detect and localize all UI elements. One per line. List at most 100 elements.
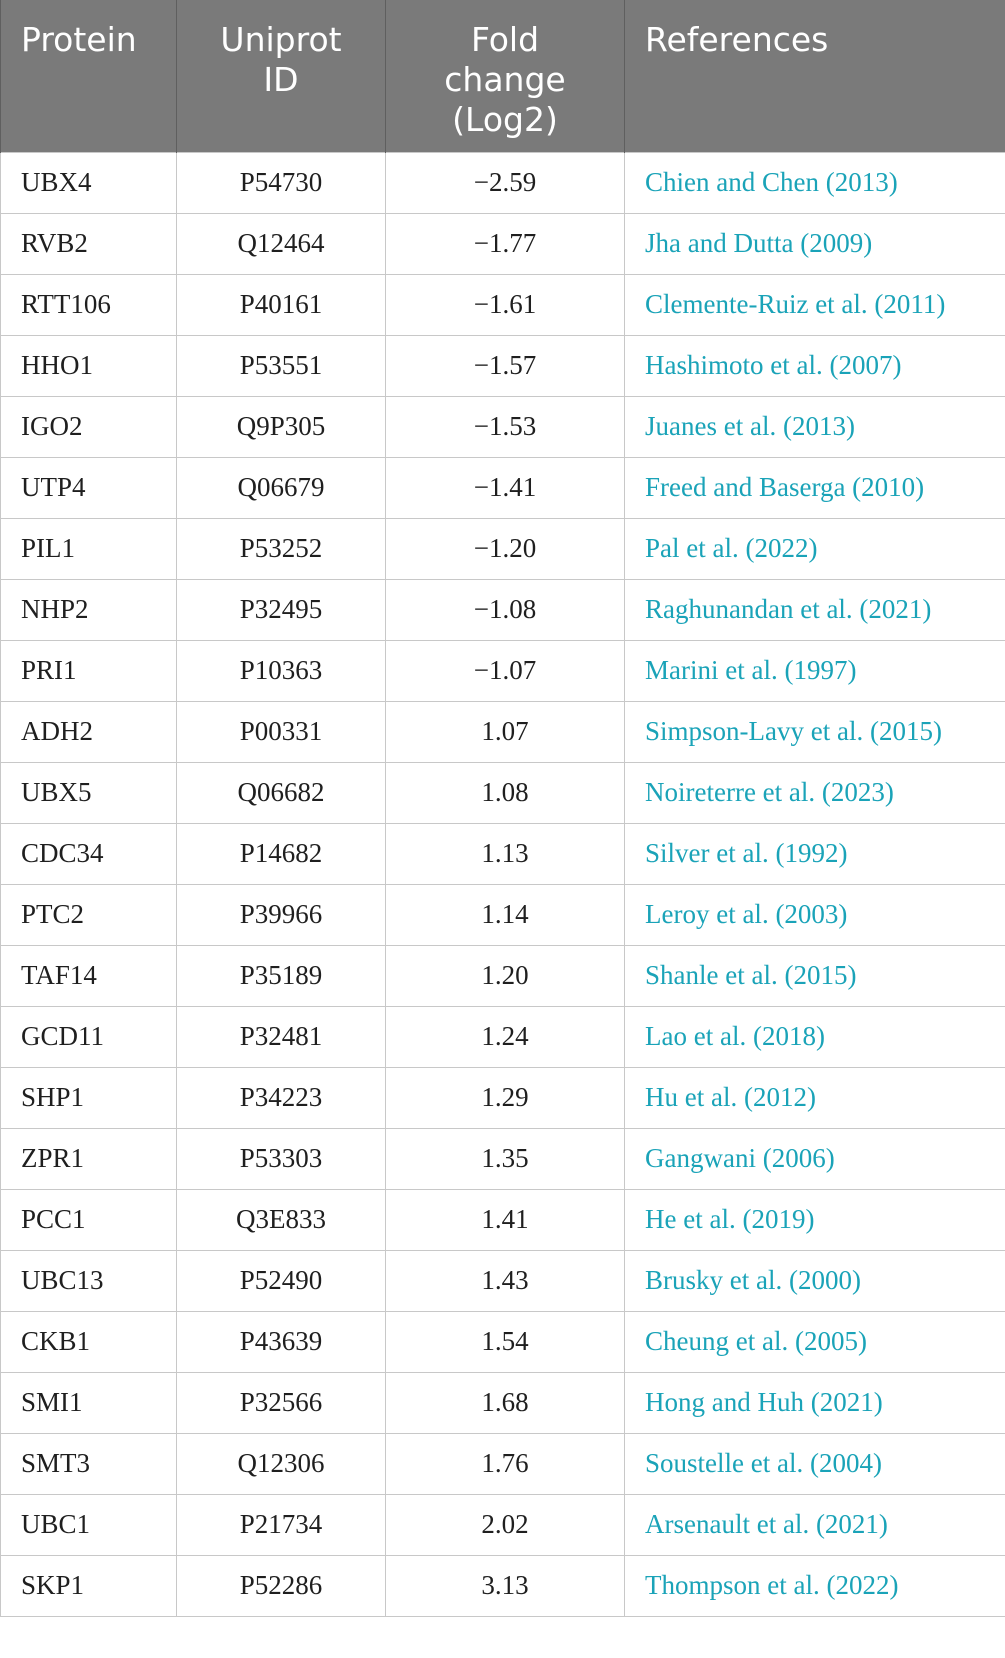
- cell-protein: PRI1: [0, 639, 177, 702]
- cell-reference-link[interactable]: Simpson-Lavy et al. (2015): [624, 700, 1005, 763]
- table-row: ZPR1 P53303 1.35 Gangwani (2006): [0, 1127, 1005, 1190]
- cell-uniprot-id: P00331: [176, 700, 386, 763]
- cell-reference-link[interactable]: Hu et al. (2012): [624, 1066, 1005, 1129]
- cell-protein: SKP1: [0, 1554, 177, 1617]
- cell-uniprot-id: P21734: [176, 1493, 386, 1556]
- table-body: UBX4 P54730 −2.59 Chien and Chen (2013) RVB2…: [0, 151, 1005, 1617]
- table-row: CDC34 P14682 1.13 Silver et al. (1992): [0, 822, 1005, 885]
- header-uniprot-line2: ID: [263, 60, 299, 99]
- cell-reference-link[interactable]: Shanle et al. (2015): [624, 944, 1005, 1007]
- cell-protein: RVB2: [0, 212, 177, 275]
- cell-fold-change: 1.68: [385, 1371, 625, 1434]
- cell-protein: PIL1: [0, 517, 177, 580]
- cell-fold-change: 3.13: [385, 1554, 625, 1617]
- cell-uniprot-id: Q3E833: [176, 1188, 386, 1251]
- cell-protein: ADH2: [0, 700, 177, 763]
- cell-reference-link[interactable]: Jha and Dutta (2009): [624, 212, 1005, 275]
- cell-reference-link[interactable]: Leroy et al. (2003): [624, 883, 1005, 946]
- cell-uniprot-id: P39966: [176, 883, 386, 946]
- cell-protein: UBX5: [0, 761, 177, 824]
- cell-fold-change: 2.02: [385, 1493, 625, 1556]
- cell-reference-link[interactable]: Silver et al. (1992): [624, 822, 1005, 885]
- table-row: UTP4 Q06679 −1.41 Freed and Baserga (2010): [0, 456, 1005, 519]
- cell-reference-link[interactable]: Noireterre et al. (2023): [624, 761, 1005, 824]
- table-header: Protein Uniprot ID Fold change (Log2) Re…: [0, 0, 1005, 152]
- cell-reference-link[interactable]: Marini et al. (1997): [624, 639, 1005, 702]
- cell-reference-link[interactable]: Freed and Baserga (2010): [624, 456, 1005, 519]
- cell-protein: RTT106: [0, 273, 177, 336]
- table-row: TAF14 P35189 1.20 Shanle et al. (2015): [0, 944, 1005, 1007]
- table-row: CKB1 P43639 1.54 Cheung et al. (2005): [0, 1310, 1005, 1373]
- cell-uniprot-id: P32481: [176, 1005, 386, 1068]
- cell-reference-link[interactable]: Hong and Huh (2021): [624, 1371, 1005, 1434]
- cell-fold-change: −1.41: [385, 456, 625, 519]
- cell-reference-link[interactable]: Gangwani (2006): [624, 1127, 1005, 1190]
- cell-reference-link[interactable]: Chien and Chen (2013): [624, 151, 1005, 214]
- header-protein-label: Protein: [21, 20, 137, 59]
- cell-uniprot-id: Q12306: [176, 1432, 386, 1495]
- cell-uniprot-id: P43639: [176, 1310, 386, 1373]
- cell-fold-change: −1.08: [385, 578, 625, 641]
- cell-uniprot-id: P54730: [176, 151, 386, 214]
- cell-protein: UBC1: [0, 1493, 177, 1556]
- table-row: SHP1 P34223 1.29 Hu et al. (2012): [0, 1066, 1005, 1129]
- header-row: Protein Uniprot ID Fold change (Log2) Re…: [0, 0, 1005, 152]
- cell-fold-change: 1.54: [385, 1310, 625, 1373]
- cell-uniprot-id: Q9P305: [176, 395, 386, 458]
- table-row: ADH2 P00331 1.07 Simpson-Lavy et al. (2015): [0, 700, 1005, 763]
- table-row: RTT106 P40161 −1.61 Clemente-Ruiz et al. (2…: [0, 273, 1005, 336]
- cell-reference-link[interactable]: Cheung et al. (2005): [624, 1310, 1005, 1373]
- cell-protein: SMT3: [0, 1432, 177, 1495]
- table-row: PTC2 P39966 1.14 Leroy et al. (2003): [0, 883, 1005, 946]
- cell-uniprot-id: Q12464: [176, 212, 386, 275]
- cell-reference-link[interactable]: Hashimoto et al. (2007): [624, 334, 1005, 397]
- cell-fold-change: −1.61: [385, 273, 625, 336]
- cell-reference-link[interactable]: Brusky et al. (2000): [624, 1249, 1005, 1312]
- cell-uniprot-id: P14682: [176, 822, 386, 885]
- cell-uniprot-id: P52490: [176, 1249, 386, 1312]
- header-uniprot-line1: Uniprot: [220, 20, 342, 59]
- cell-protein: SMI1: [0, 1371, 177, 1434]
- cell-protein: HHO1: [0, 334, 177, 397]
- table-row: PIL1 P53252 −1.20 Pal et al. (2022): [0, 517, 1005, 580]
- cell-uniprot-id: P40161: [176, 273, 386, 336]
- table-row: NHP2 P32495 −1.08 Raghunandan et al. (2021): [0, 578, 1005, 641]
- table-row: UBX5 Q06682 1.08 Noireterre et al. (2023): [0, 761, 1005, 824]
- cell-reference-link[interactable]: He et al. (2019): [624, 1188, 1005, 1251]
- cell-uniprot-id: P10363: [176, 639, 386, 702]
- cell-reference-link[interactable]: Pal et al. (2022): [624, 517, 1005, 580]
- header-fold-line1: Fold: [470, 20, 540, 59]
- cell-fold-change: 1.35: [385, 1127, 625, 1190]
- cell-reference-link[interactable]: Arsenault et al. (2021): [624, 1493, 1005, 1556]
- header-protein: Protein: [0, 0, 177, 152]
- header-fold-line3: (Log2): [452, 100, 558, 139]
- cell-reference-link[interactable]: Soustelle et al. (2004): [624, 1432, 1005, 1495]
- cell-reference-link[interactable]: Raghunandan et al. (2021): [624, 578, 1005, 641]
- cell-protein: PCC1: [0, 1188, 177, 1251]
- cell-uniprot-id: Q06682: [176, 761, 386, 824]
- cell-reference-link[interactable]: Juanes et al. (2013): [624, 395, 1005, 458]
- cell-reference-link[interactable]: Thompson et al. (2022): [624, 1554, 1005, 1617]
- cell-uniprot-id: P34223: [176, 1066, 386, 1129]
- cell-fold-change: 1.24: [385, 1005, 625, 1068]
- protein-table: Protein Uniprot ID Fold change (Log2) Re…: [0, 0, 1005, 1617]
- cell-protein: SHP1: [0, 1066, 177, 1129]
- table-row: HHO1 P53551 −1.57 Hashimoto et al. (2007): [0, 334, 1005, 397]
- header-fold-line2: change: [444, 60, 566, 99]
- cell-fold-change: 1.20: [385, 944, 625, 1007]
- header-references-label: References: [645, 20, 829, 59]
- table-row: UBC13 P52490 1.43 Brusky et al. (2000): [0, 1249, 1005, 1312]
- cell-uniprot-id: P53252: [176, 517, 386, 580]
- cell-fold-change: −1.07: [385, 639, 625, 702]
- cell-reference-link[interactable]: Clemente-Ruiz et al. (2011): [624, 273, 1005, 336]
- cell-fold-change: 1.14: [385, 883, 625, 946]
- header-references: References: [624, 0, 1005, 152]
- table-row: SMT3 Q12306 1.76 Soustelle et al. (2004): [0, 1432, 1005, 1495]
- cell-protein: TAF14: [0, 944, 177, 1007]
- cell-fold-change: −2.59: [385, 151, 625, 214]
- cell-fold-change: 1.43: [385, 1249, 625, 1312]
- cell-reference-link[interactable]: Lao et al. (2018): [624, 1005, 1005, 1068]
- cell-fold-change: 1.13: [385, 822, 625, 885]
- cell-protein: UBX4: [0, 151, 177, 214]
- cell-fold-change: 1.76: [385, 1432, 625, 1495]
